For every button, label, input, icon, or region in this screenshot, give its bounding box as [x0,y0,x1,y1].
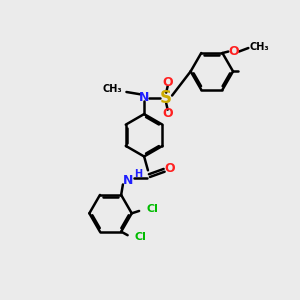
Text: O: O [162,107,173,120]
Text: Cl: Cl [146,204,158,214]
Text: O: O [162,76,173,89]
Text: CH₃: CH₃ [250,42,269,52]
Text: N: N [122,174,133,188]
Text: O: O [228,45,239,58]
Text: H: H [134,169,142,179]
Text: S: S [160,89,172,107]
Text: O: O [165,162,175,175]
Text: Cl: Cl [135,232,147,242]
Text: N: N [139,92,149,104]
Text: CH₃: CH₃ [102,84,122,94]
